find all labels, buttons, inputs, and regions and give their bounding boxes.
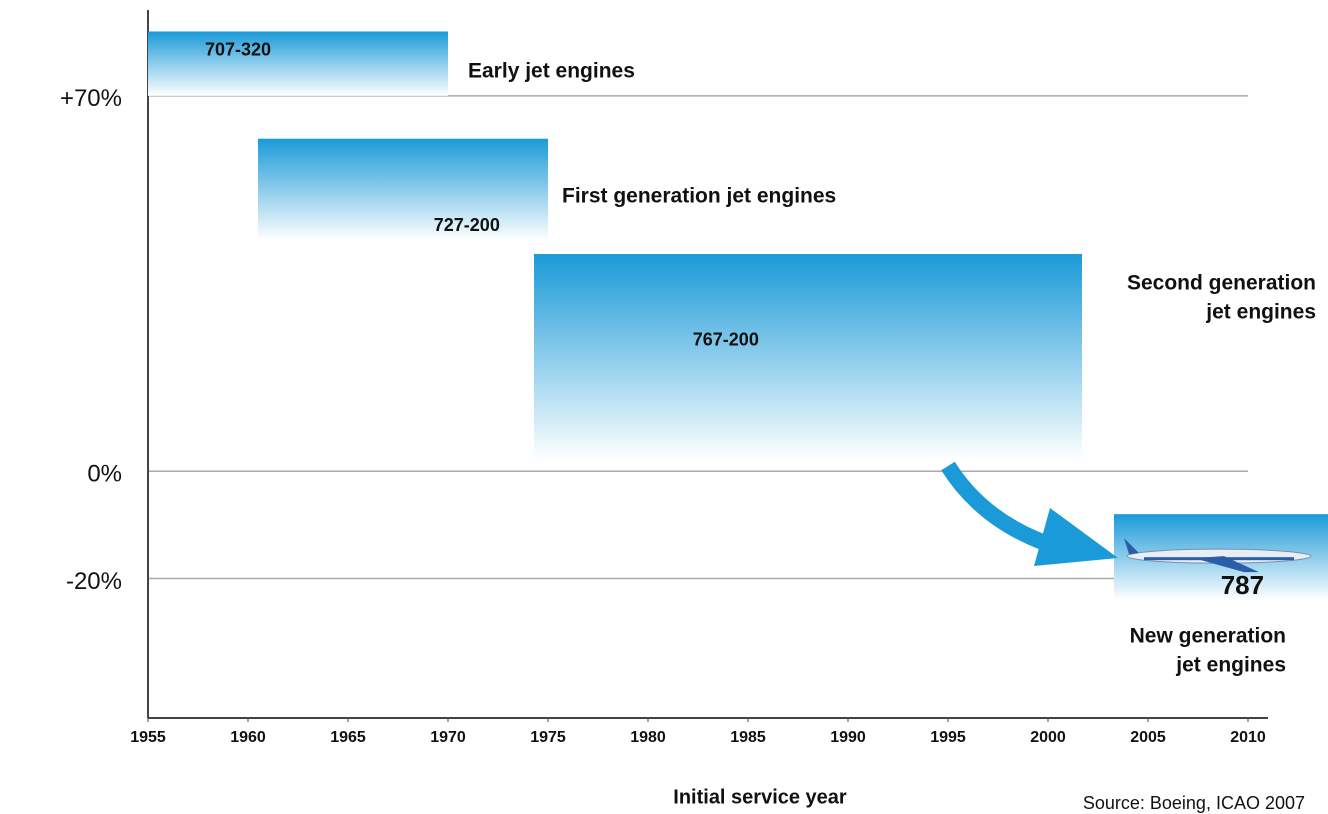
x-tick-label: 1970 — [430, 729, 466, 746]
airplane — [1124, 538, 1312, 573]
source: Source: Boeing, ICAO 2007 — [1083, 793, 1305, 813]
group-label: First generation jet engines — [562, 185, 836, 208]
stripe — [1144, 557, 1294, 561]
group-label: jet engines — [1175, 654, 1286, 677]
group-label: New generation — [1130, 625, 1286, 648]
bar — [534, 254, 1082, 461]
y-tick-label: +70% — [60, 85, 122, 112]
x-tick-label: 1980 — [630, 729, 666, 746]
y-tick-label: 0% — [87, 461, 122, 488]
bar-label: 727-200 — [434, 215, 500, 235]
bar-label: 707-320 — [205, 40, 271, 60]
group-label: Second generation — [1127, 272, 1316, 295]
x-tick-label: 2005 — [1130, 729, 1166, 746]
x-tick-label: 1965 — [330, 729, 366, 746]
arrow-head — [1034, 508, 1118, 566]
group-label: jet engines — [1205, 301, 1316, 324]
x-tick-label: 1985 — [730, 729, 766, 746]
bar-label: 767-200 — [693, 330, 759, 350]
x-tick-label: 1960 — [230, 729, 266, 746]
group-label: Early jet engines — [468, 60, 635, 83]
bar — [258, 138, 548, 241]
x-tick-label: 1995 — [930, 729, 966, 746]
y-tick-label: -20% — [66, 568, 122, 595]
x-axis-label: Initial service year — [673, 786, 847, 808]
tail — [1124, 538, 1139, 555]
bar — [148, 31, 448, 96]
x-tick-label: 1990 — [830, 729, 866, 746]
bar-label: 787 — [1221, 570, 1264, 600]
x-tick-label: 2000 — [1030, 729, 1066, 746]
x-tick-label: 1955 — [130, 729, 166, 746]
x-tick-label: 2010 — [1230, 729, 1266, 746]
x-tick-label: 1975 — [530, 729, 566, 746]
